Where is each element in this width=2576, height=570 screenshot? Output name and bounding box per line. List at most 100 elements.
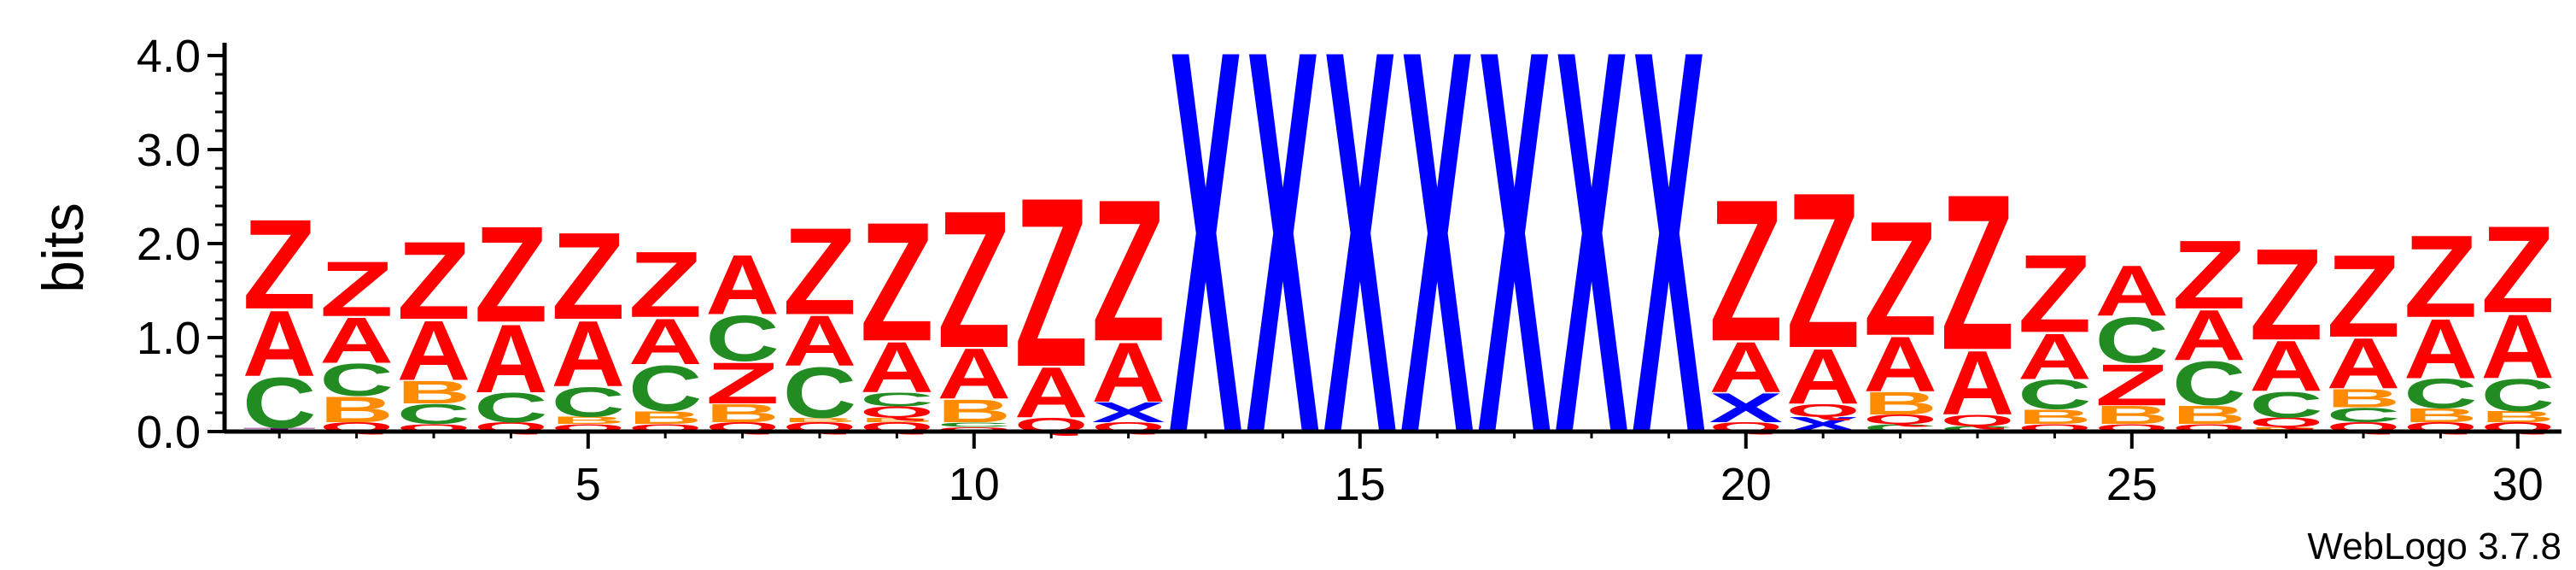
logo-letter-b: B <box>2327 384 2400 413</box>
logo-letter-z: Z <box>2481 201 2555 339</box>
y-ticks: 0.0 1.0 2.0 3.0 4.0 <box>137 31 225 458</box>
logo-letter-c: C <box>2327 403 2400 426</box>
logo-letter-z: Z <box>2404 211 2477 343</box>
axes <box>222 43 2561 434</box>
logo-letter-q: Q <box>2249 415 2322 430</box>
x-ticks: 5 10 15 20 25 30 <box>277 432 2544 510</box>
logo-letter-a: A <box>1941 332 2014 435</box>
logo-letter-b: B <box>2249 426 2322 433</box>
logo-letter-c: C <box>2481 369 2555 420</box>
logo-letter-z: Z <box>397 218 470 342</box>
logo-letter-q: Q <box>938 426 1011 433</box>
logo-letter-b: B <box>1863 385 1936 422</box>
logo-letter-x: X <box>1709 385 1783 432</box>
y-tick-label: 3.0 <box>137 125 201 176</box>
logo-letter-b: B <box>2095 401 2169 430</box>
logo-column: X <box>1477 0 1551 549</box>
logo-letter-z: Z <box>242 192 316 336</box>
x-tick-label: 30 <box>2492 459 2544 510</box>
logo-letter-z: Z <box>628 232 702 337</box>
logo-letter-x: X <box>1246 0 1320 549</box>
logo-letter-a: A <box>860 326 933 407</box>
logo-letter-x: X <box>1169 0 1243 549</box>
logo-letter-z: Z <box>2327 231 2400 362</box>
logo-letter-x: X <box>1091 397 1165 429</box>
logo-letter-b: B <box>860 416 933 424</box>
logo-letter-c: C <box>783 352 856 432</box>
y-tick-label: 0.0 <box>137 407 201 458</box>
logo-letter-b: B <box>2404 405 2477 427</box>
logo-letter-a: A <box>2018 320 2091 393</box>
logo-letter-a: A <box>2481 296 2555 398</box>
logo-letter-z: Z <box>705 350 779 416</box>
logo-column: QAZ <box>1014 149 1088 436</box>
logo-column: X <box>1169 0 1243 549</box>
logo-letter-c: C <box>2095 304 2169 377</box>
logo-letter-b: B <box>938 393 1011 430</box>
logo-letter-a: A <box>1014 352 1088 432</box>
x-tick-label: 15 <box>1335 459 1386 510</box>
logo-letter-a: A <box>319 304 393 377</box>
logo-letter-c: C <box>2249 385 2322 426</box>
logo-letter-x: X <box>1323 0 1398 549</box>
logo-letter-a: A <box>628 305 702 378</box>
logo-letter-a: A <box>397 303 470 398</box>
logo-letter-a: A <box>552 303 625 408</box>
logo-letter-a: A <box>705 238 779 332</box>
logo-column: X <box>1555 0 1629 549</box>
logo-letter-z: Z <box>938 171 1011 389</box>
logo-letter-a: A <box>1709 326 1783 407</box>
logo-letter-x: X <box>1632 0 1706 549</box>
logo-letter-z: Z <box>1709 158 1783 385</box>
logo-letter-q: Q <box>1786 400 1860 420</box>
logo-stacks: TCAZQBCAZQCBAZQCAZQBCAZQBCAZQBZCAQBCAZQB… <box>242 0 2555 549</box>
logo-letter-c: C <box>474 385 547 432</box>
logo-letter-q: Q <box>1941 412 2014 430</box>
logo-letter-c: C <box>628 352 702 425</box>
logo-column: X <box>1323 0 1398 549</box>
logo-letter-b: B <box>397 374 470 411</box>
logo-letter-b: B <box>2018 405 2091 428</box>
logo-letter-a: A <box>2327 323 2400 403</box>
logo-letter-x: X <box>1555 0 1629 549</box>
logo-letter-b: B <box>319 390 393 431</box>
logo-letter-z: Z <box>474 198 547 351</box>
x-tick-label: 20 <box>1720 459 1772 510</box>
logo-letter-a: A <box>242 292 316 397</box>
logo-letter-c: C <box>552 379 625 426</box>
logo-letter-a: A <box>1863 320 1936 408</box>
logo-letter-b: B <box>783 416 856 424</box>
logo-letter-z: Z <box>319 245 393 332</box>
logo-letter-a: A <box>1091 325 1165 420</box>
logo-letter-z: Z <box>2018 232 2091 356</box>
logo-letter-c: C <box>705 303 779 375</box>
logo-letter-q: Q <box>1863 412 1936 426</box>
logo-letter-z: Z <box>1863 187 1936 370</box>
x-tick-label: 5 <box>575 459 601 510</box>
logo-letter-c: C <box>397 398 470 431</box>
logo-letter-z: Z <box>1091 158 1165 385</box>
logo-column: X <box>1246 0 1320 549</box>
y-tick-label: 4.0 <box>137 31 201 82</box>
logo-letter-a: A <box>2404 302 2477 397</box>
x-tick-label: 25 <box>2106 459 2158 510</box>
logo-letter-z: Z <box>783 203 856 341</box>
logo-letter-c: C <box>2018 372 2091 419</box>
logo-letter-a: A <box>783 301 856 381</box>
logo-letter-c: C <box>319 355 393 406</box>
logo-letter-z: Z <box>2095 352 2169 418</box>
logo-column: TCAZ <box>242 192 316 443</box>
